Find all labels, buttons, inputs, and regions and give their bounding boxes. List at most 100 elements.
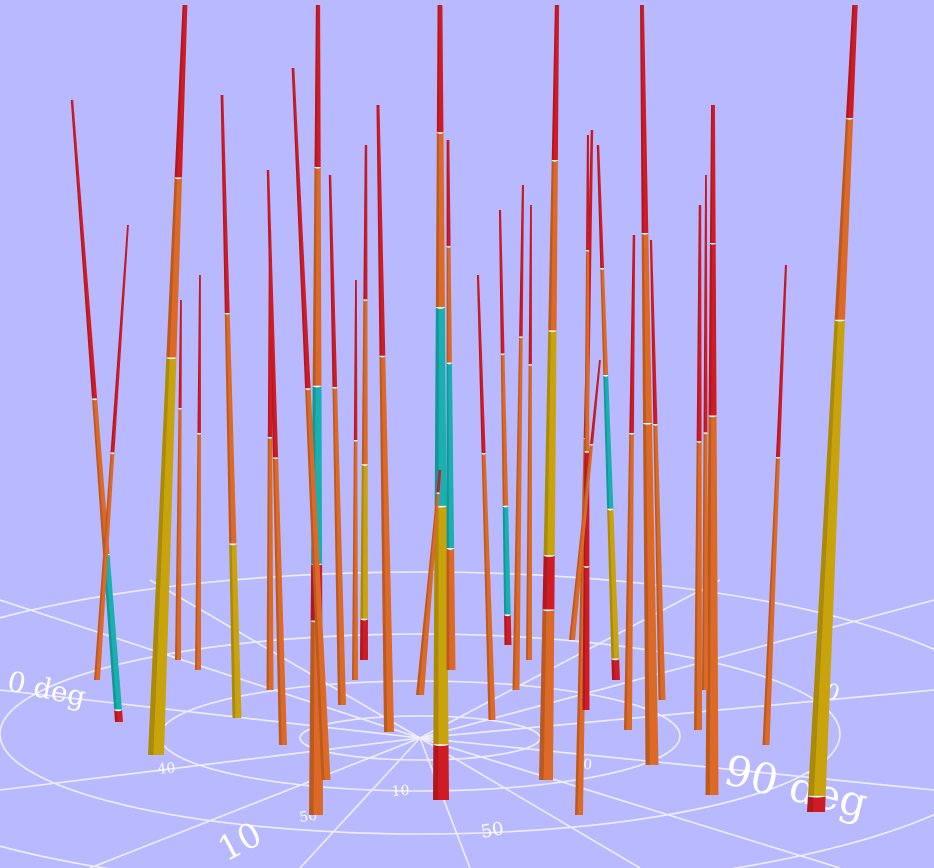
well-column-7[interactable] [705,105,719,795]
well-segment-red [845,5,858,118]
well-segment-shade [519,185,523,337]
floor-ray-7 [419,737,641,868]
well-column-22[interactable] [446,140,456,670]
well-column-16[interactable] [291,68,331,780]
floor-ray-4 [89,737,421,868]
well-segment-orange [379,355,394,732]
well-column-35[interactable] [762,265,788,745]
well-segment-orange [175,408,182,660]
well-segment-shade [649,240,655,424]
well-segment-orange [361,299,368,465]
well-segment-red [586,135,590,250]
well-segment-red [220,95,230,314]
well-column-33[interactable] [694,205,702,730]
well-segment-shade [433,744,439,800]
well-column-34[interactable] [702,175,708,690]
well-segment-orange [416,492,440,695]
well-segment-red [551,5,560,160]
label-50: 50 [479,818,505,843]
well-segment-orange [446,548,456,670]
well-segment-shade [504,614,507,645]
well-segment-red [178,300,182,408]
well-column-4[interactable] [433,5,449,800]
well-segment-red [476,275,486,453]
well-column-20[interactable] [352,280,358,680]
well-column-10[interactable] [94,225,129,680]
well-segment-shade [360,618,363,660]
well-segment-shade [92,398,106,555]
well-column-5[interactable] [539,5,560,780]
well-segment-shade [332,387,341,705]
well-segment-shade [266,437,270,690]
well-segment-shade [539,609,547,780]
well-segment-gold [229,543,242,718]
well-segment-red [696,205,702,442]
well-segment-red [114,709,123,722]
well-column-13[interactable] [175,300,182,660]
well-segment-orange [624,433,634,730]
well-segment-red [174,5,188,178]
well-segment-red [807,795,826,812]
well-segment-red [197,275,201,433]
well-segment-orange [641,233,652,423]
well-column-30[interactable] [569,360,601,640]
well-segment-orange [500,353,509,506]
well-column-9[interactable] [70,100,123,722]
well-segment-shade [703,175,706,433]
well-column-26[interactable] [526,205,532,660]
well-segment-red [709,105,716,243]
well-segment-shade [551,5,557,160]
well-segment-orange [266,437,274,690]
well-segment-red [363,145,368,300]
well-column-29[interactable] [596,145,620,680]
well-column-11[interactable] [220,95,242,718]
well-column-23[interactable] [476,275,496,720]
well-segment-shade [807,795,814,812]
well-column-32[interactable] [649,240,666,700]
well-segment-shade [446,548,450,670]
well-column-28[interactable] [582,135,590,710]
well-column-3[interactable] [148,5,188,755]
well-segment-shade [624,433,631,730]
well-column-17[interactable] [328,175,346,705]
well-segment-shade [178,300,181,408]
well-segment-shade [584,250,588,452]
well-segment-shade [600,268,605,376]
well-segment-shade [435,132,440,308]
well-segment-shade [312,167,317,386]
well-segment-shade [434,307,439,506]
well-segment-shade [476,275,483,453]
well-segment-cyan [603,375,614,509]
floor-ray-5 [299,737,421,868]
well-segment-orange [332,387,346,705]
well-segment-red [70,100,98,399]
well-column-25[interactable] [512,185,525,690]
well-segment-red [498,210,505,354]
floor-ray-1 [0,599,421,739]
well-column-24[interactable] [498,210,512,645]
floor-ray-6 [419,737,471,868]
well-column-12[interactable] [195,275,201,670]
well-column-19[interactable] [360,145,368,660]
well-column-31[interactable] [624,235,636,730]
well-column-6[interactable] [640,5,659,765]
well-segment-shade [114,709,118,722]
well-segment-shade [702,432,705,690]
well-column-21[interactable] [416,470,442,695]
well-segment-shade [481,453,491,720]
well-segment-cyan [446,362,455,549]
well-segment-shade [543,330,551,556]
well-segment-shade [446,246,449,363]
well-segment-shade [653,424,661,700]
well-segment-shade [834,117,849,320]
well-segment-red [436,5,444,133]
well-column-18[interactable] [376,105,395,732]
well-column-15[interactable] [266,230,274,690]
well-segment-shade [845,5,855,118]
well-segment-gold [807,319,845,796]
well-segment-shade [110,225,128,453]
well-column-8[interactable] [807,5,858,812]
well-segment-red [353,280,358,440]
well-segment-orange [166,177,183,358]
